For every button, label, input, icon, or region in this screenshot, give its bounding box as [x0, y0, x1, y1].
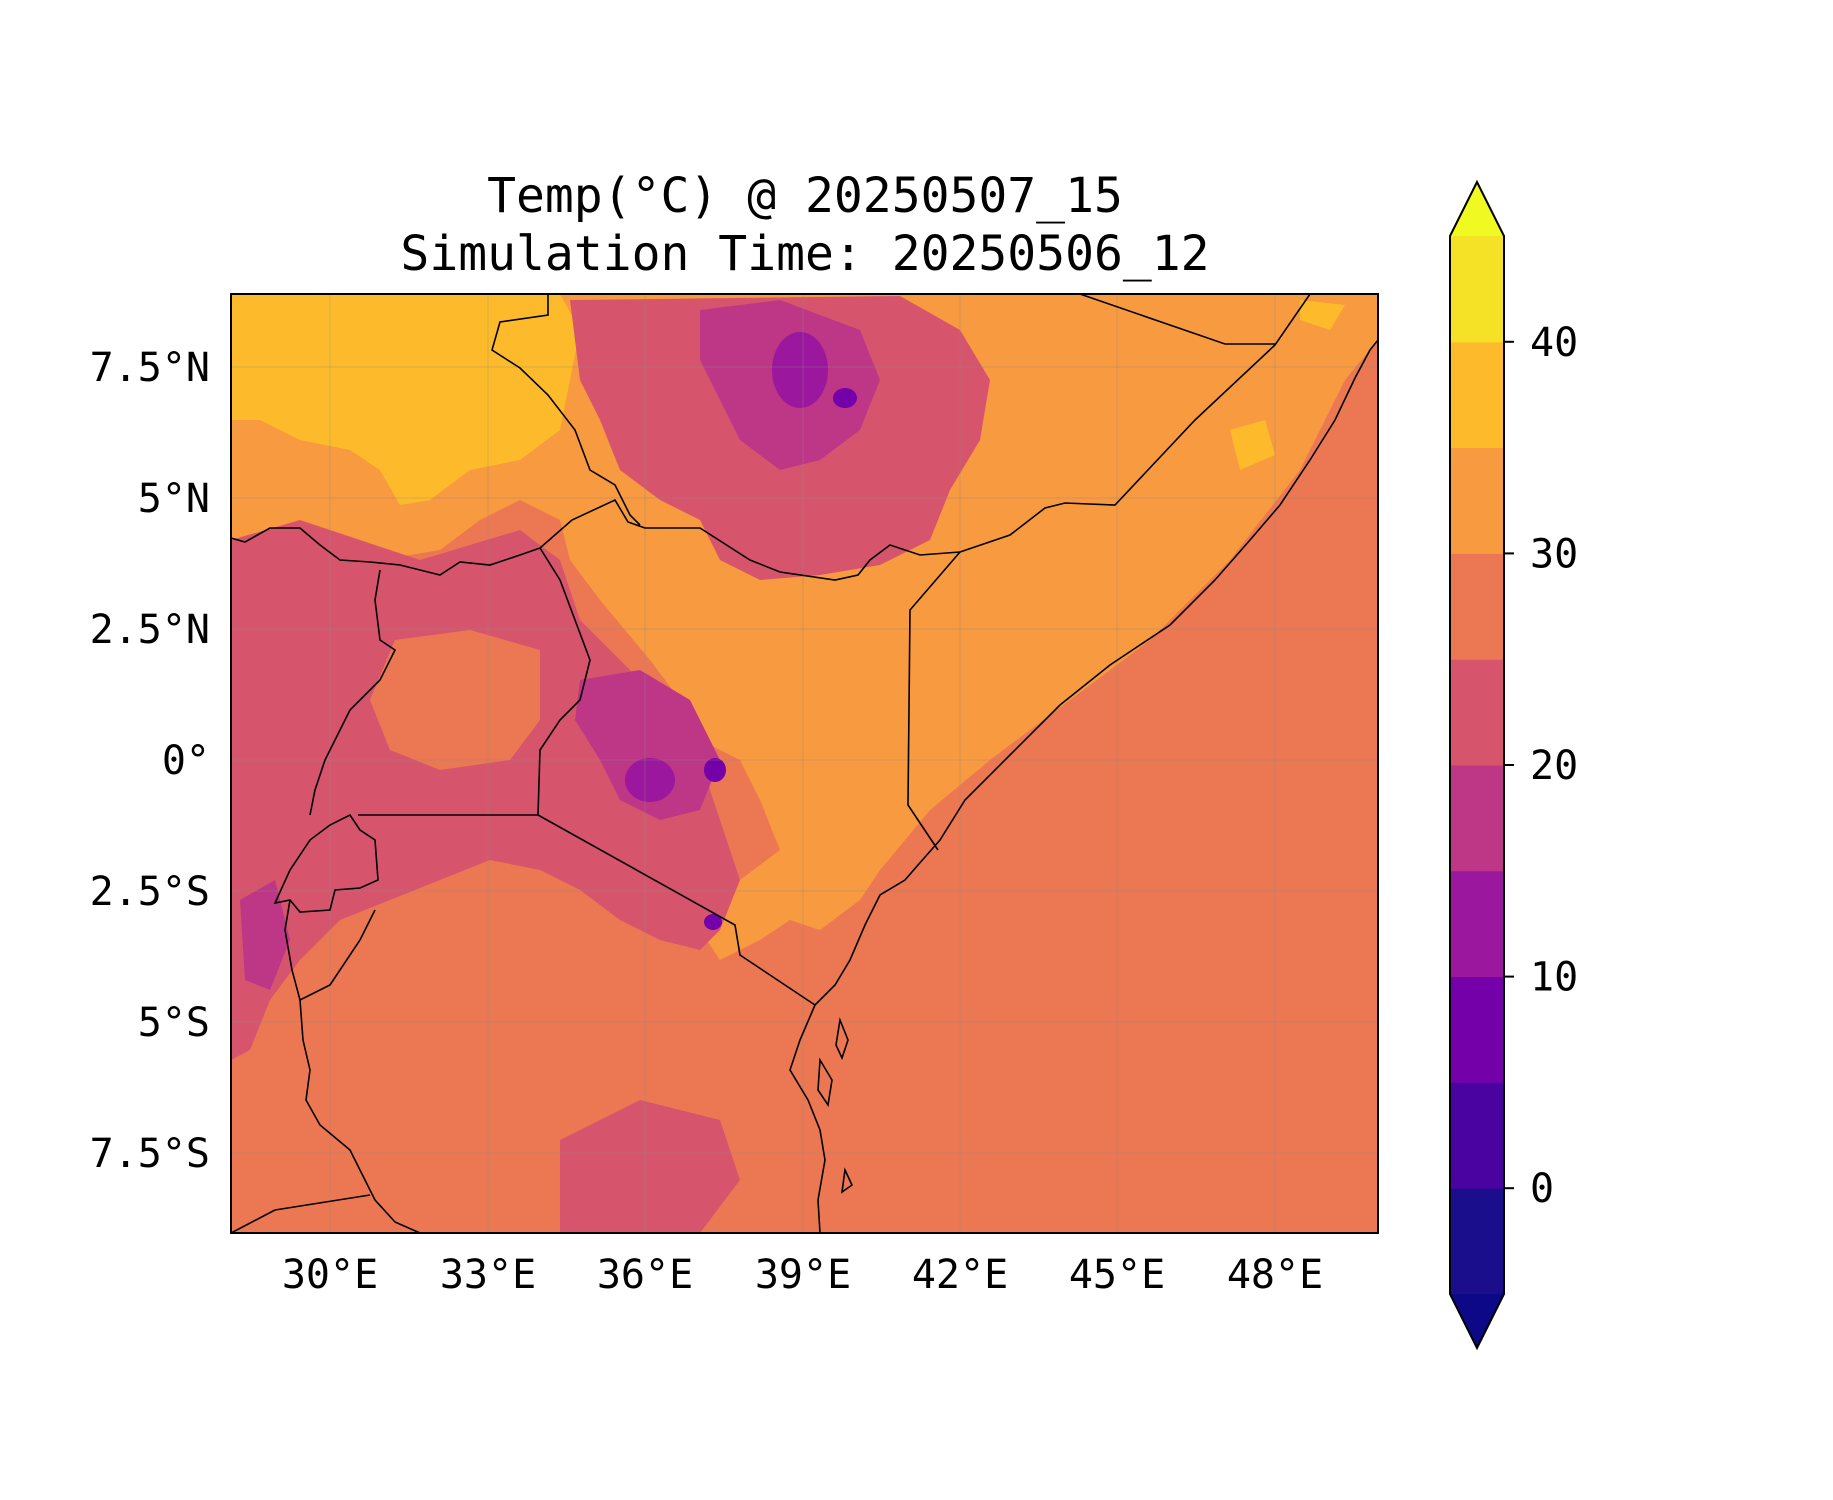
x-tick-label: 33°E	[440, 1252, 536, 1298]
x-tick-label: 42°E	[912, 1252, 1008, 1298]
colorbar-band	[1450, 236, 1504, 343]
gridlines	[231, 294, 1378, 1233]
border-kenya-tanzania	[537, 814, 816, 1006]
colorbar-tick-label: 40	[1530, 320, 1578, 366]
temp-band-20-25-south	[560, 1100, 740, 1233]
temp-band-30-35	[231, 294, 1378, 960]
island-mafia	[840, 1167, 854, 1194]
temp-band-15-20-kenya	[575, 670, 720, 820]
coastline	[789, 339, 1378, 1233]
y-tick-label: 5°N	[138, 476, 210, 522]
map-panel	[230, 293, 1379, 1234]
border-lake-tanganyika	[299, 999, 396, 1223]
colorbar-band	[1450, 659, 1504, 766]
y-tick-label: 7.5°S	[90, 1131, 210, 1177]
temp-band-15-20-west	[240, 880, 290, 990]
colorbar-band	[1450, 341, 1504, 449]
temp-spot-5-10-1	[833, 388, 857, 408]
border-uganda-south-sudan	[231, 527, 541, 576]
x-tick-label: 39°E	[755, 1252, 851, 1298]
colorbar-band	[1450, 553, 1504, 660]
colorbar-band	[1450, 765, 1504, 872]
colorbar-bands	[1450, 236, 1504, 1295]
colorbar-outline	[1449, 179, 1505, 1351]
colorbar-tick-label: 20	[1530, 743, 1578, 789]
x-tick-label: 48°E	[1227, 1252, 1323, 1298]
island-pemba	[835, 1017, 849, 1061]
map-frame	[230, 293, 1379, 1234]
border-kenya-ethiopia	[539, 498, 961, 581]
colorbar-tick-label: 30	[1530, 531, 1578, 577]
border-somaliland	[1079, 294, 1275, 345]
colorbar-band	[1450, 870, 1504, 978]
colorbar-ticks: 0 10 20 30 40	[1504, 320, 1578, 1212]
border-kenya-somalia	[907, 551, 961, 851]
y-tick-label: 0°	[162, 738, 210, 784]
y-tick-label: 7.5°N	[90, 345, 210, 391]
border-uganda-drc	[309, 569, 397, 816]
colorbar-under-arrow	[1450, 1294, 1504, 1348]
x-tick-label: 45°E	[1069, 1252, 1165, 1298]
y-tick-label: 2.5°N	[90, 607, 210, 653]
border-ethiopia-somalia	[959, 294, 1311, 553]
colorbar-band	[1450, 1188, 1504, 1295]
border-uganda-kenya	[537, 547, 591, 816]
temp-band-35-40-somalia	[1230, 420, 1275, 470]
colorbar-band	[1450, 447, 1504, 554]
y-axis-labels: 7.5°N 5°N 2.5°N 0° 2.5°S 5°S 7.5°S	[90, 345, 210, 1177]
temp-spot-10-15-2	[625, 758, 675, 802]
temp-spot-5-10-2	[704, 758, 726, 782]
x-axis-labels: 30°E 33°E 36°E 39°E 42°E 45°E 48°E	[282, 1252, 1323, 1298]
map-title-line-1: Temp(°C) @ 20250507_15	[487, 168, 1123, 224]
temp-spot-10-15-1	[772, 332, 828, 408]
colorbar: 0 10 20 30 40	[1449, 179, 1578, 1351]
island-zanzibar	[817, 1057, 833, 1108]
map-title-line-2: Simulation Time: 20250506_12	[400, 226, 1209, 282]
country-borders	[231, 294, 1311, 1233]
colorbar-tick-label: 10	[1530, 955, 1578, 1001]
coastline-east-africa	[789, 339, 1378, 1233]
temp-spot-5-10-3	[704, 914, 722, 930]
y-tick-label: 2.5°S	[90, 869, 210, 915]
colorbar-band	[1450, 1082, 1504, 1189]
x-tick-label: 30°E	[282, 1252, 378, 1298]
border-zambia-west	[231, 1209, 276, 1233]
border-south-sudan-ethiopia	[491, 294, 641, 526]
colorbar-over-arrow	[1450, 182, 1504, 236]
colorbar-band	[1450, 976, 1504, 1083]
colorbar-tick-label: 0	[1530, 1166, 1554, 1212]
temp-band-35-40-ne	[1300, 300, 1345, 330]
border-tanzania-malawi	[394, 1221, 421, 1233]
border-rwanda-burundi	[273, 813, 379, 913]
y-tick-label: 5°S	[138, 1000, 210, 1046]
lake-victoria	[370, 630, 540, 770]
border-zambia-tanzania	[274, 1194, 371, 1211]
x-tick-label: 36°E	[597, 1252, 693, 1298]
temp-band-20-25-lakes	[231, 520, 740, 1060]
